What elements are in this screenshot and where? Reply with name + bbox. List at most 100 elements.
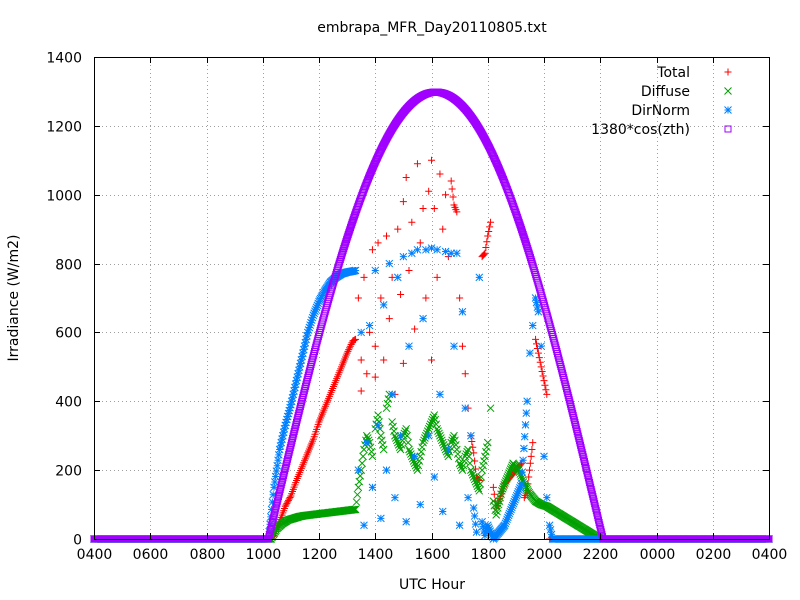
data-point bbox=[282, 460, 290, 468]
data-point bbox=[353, 490, 362, 499]
data-point bbox=[433, 273, 441, 281]
data-point bbox=[357, 328, 366, 337]
data-point bbox=[311, 307, 319, 316]
data-point bbox=[518, 474, 526, 482]
data-point bbox=[268, 521, 276, 529]
y-tick-label: 400 bbox=[55, 395, 82, 411]
data-point bbox=[560, 374, 568, 382]
data-point bbox=[314, 299, 323, 308]
data-point bbox=[391, 493, 399, 502]
data-layer bbox=[90, 88, 773, 543]
data-point bbox=[383, 232, 390, 240]
data-point bbox=[481, 531, 489, 540]
data-point bbox=[526, 459, 534, 467]
data-point bbox=[340, 243, 348, 251]
chart-title: embrapa_MFR_Day20110805.txt bbox=[317, 20, 547, 36]
data-point bbox=[312, 303, 321, 312]
data-point bbox=[522, 409, 531, 417]
data-point bbox=[521, 236, 529, 244]
data-point bbox=[413, 160, 421, 168]
data-point bbox=[587, 483, 595, 491]
data-point bbox=[486, 223, 494, 231]
data-point bbox=[287, 439, 295, 447]
data-point bbox=[368, 452, 377, 461]
data-point bbox=[441, 247, 450, 256]
data-point bbox=[593, 509, 601, 517]
data-point bbox=[468, 470, 477, 479]
data-point bbox=[438, 438, 447, 447]
data-point bbox=[396, 431, 405, 440]
data-point bbox=[307, 318, 315, 327]
data-point bbox=[282, 462, 290, 470]
data-point bbox=[563, 387, 571, 395]
data-point bbox=[405, 266, 413, 274]
data-point bbox=[568, 407, 576, 415]
data-point bbox=[339, 246, 347, 254]
data-point bbox=[503, 513, 512, 522]
data-point bbox=[458, 466, 467, 474]
data-point bbox=[295, 407, 303, 415]
data-point bbox=[283, 412, 292, 421]
data-point bbox=[282, 418, 290, 427]
data-point bbox=[416, 500, 425, 509]
data-point bbox=[540, 452, 548, 461]
data-point bbox=[511, 495, 519, 504]
data-point bbox=[534, 349, 542, 357]
data-point bbox=[371, 266, 380, 275]
data-point bbox=[274, 495, 282, 503]
data-point bbox=[575, 437, 583, 445]
data-point bbox=[436, 390, 444, 399]
data-point bbox=[300, 389, 308, 397]
data-point bbox=[428, 156, 435, 164]
data-point bbox=[578, 448, 586, 456]
data-point bbox=[592, 504, 600, 512]
data-point bbox=[347, 340, 355, 348]
data-point bbox=[564, 389, 572, 397]
data-point bbox=[306, 365, 314, 373]
legend-marker bbox=[724, 106, 732, 114]
data-point bbox=[571, 418, 579, 426]
y-tick-label: 1400 bbox=[46, 51, 82, 67]
series-diffuse bbox=[90, 390, 773, 543]
data-point bbox=[577, 441, 585, 449]
data-point bbox=[451, 436, 459, 445]
data-point bbox=[341, 239, 349, 247]
tick-layer: 0400 0600 0800 1000 1200 1400 1600 1800 2000 2200… bbox=[46, 51, 787, 564]
data-point bbox=[390, 427, 398, 435]
data-point bbox=[344, 347, 352, 355]
data-point bbox=[308, 313, 317, 322]
data-point bbox=[436, 170, 444, 178]
data-point bbox=[303, 332, 311, 340]
data-point bbox=[444, 452, 453, 461]
data-point bbox=[358, 459, 366, 468]
data-point bbox=[291, 383, 299, 392]
data-point bbox=[483, 438, 492, 447]
data-point bbox=[561, 380, 569, 388]
data-point bbox=[281, 465, 289, 473]
data-point bbox=[269, 516, 277, 524]
data-point bbox=[581, 460, 589, 468]
data-point bbox=[458, 342, 466, 350]
data-point bbox=[596, 521, 604, 529]
data-point bbox=[481, 452, 489, 461]
data-point bbox=[528, 321, 537, 330]
data-point bbox=[271, 507, 279, 515]
data-point bbox=[402, 424, 411, 433]
data-point bbox=[388, 390, 396, 399]
data-point bbox=[585, 476, 593, 484]
data-point bbox=[394, 225, 402, 233]
data-point bbox=[531, 294, 540, 302]
data-point bbox=[584, 474, 592, 482]
data-point bbox=[520, 432, 529, 441]
data-point bbox=[305, 323, 314, 332]
data-point bbox=[281, 502, 289, 510]
data-point bbox=[542, 386, 550, 394]
data-point bbox=[555, 356, 563, 364]
data-point bbox=[427, 244, 436, 252]
data-point bbox=[597, 528, 605, 536]
data-point bbox=[288, 437, 296, 445]
data-point bbox=[534, 307, 543, 316]
data-point bbox=[417, 447, 426, 456]
data-point bbox=[399, 198, 407, 206]
